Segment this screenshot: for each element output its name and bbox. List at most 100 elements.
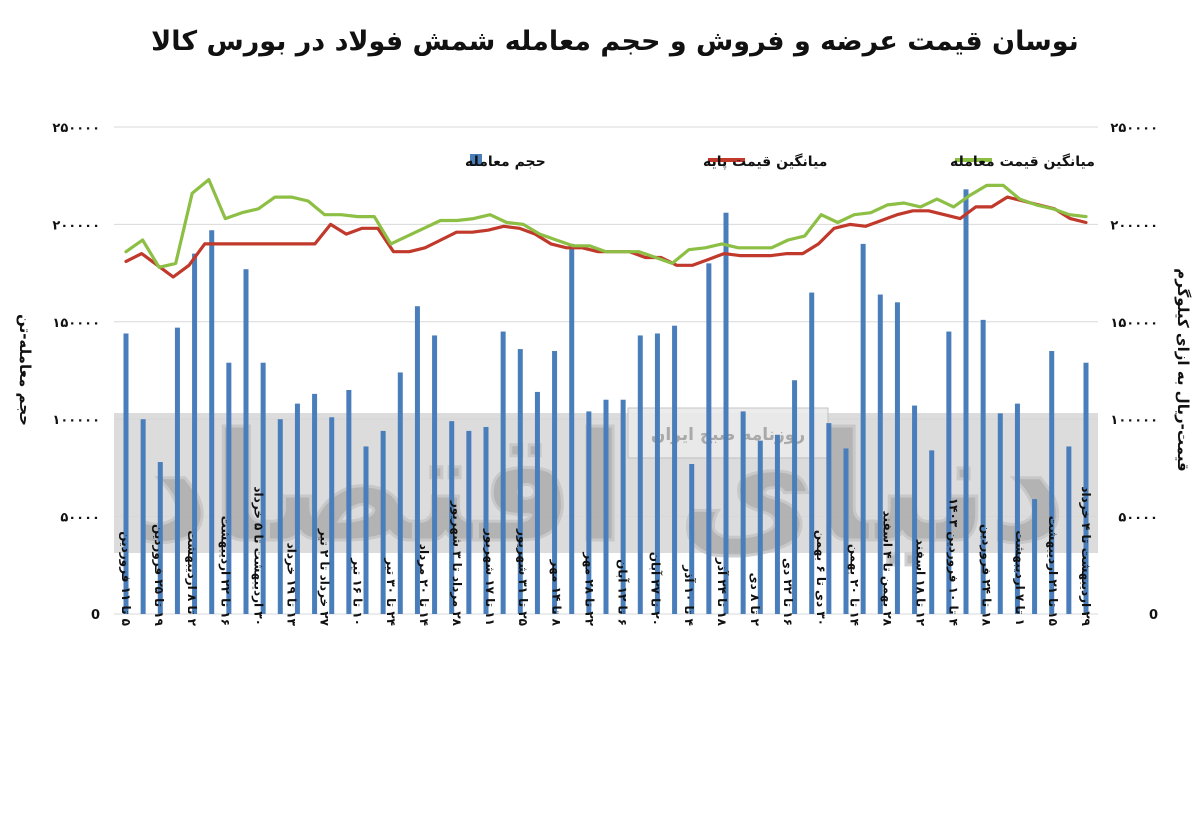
x-tick-label: ۱۶ تا ۲۲ اردیبهشت — [218, 516, 232, 626]
x-tick-label: ۱۸ تا ۲۴ آذر — [715, 557, 730, 627]
legend-swatch-volume — [470, 154, 482, 166]
volume-bar — [192, 253, 198, 614]
x-tick-label: ۲۴ تا ۳۰ تیر — [384, 557, 398, 626]
x-tick-label: ۸ تا ۱۴ مهر — [549, 559, 563, 627]
volume-bar — [569, 243, 575, 614]
volume-bar — [414, 306, 420, 614]
volume-bar — [346, 389, 352, 614]
y-tick-right-label: ۵۰۰۰۰ — [1118, 511, 1158, 526]
volume-bar — [620, 399, 626, 614]
volume-bar — [277, 419, 283, 614]
volume-bar — [654, 333, 660, 614]
y-tick-right-label: ۱۵۰۰۰۰ — [1110, 316, 1158, 331]
x-tick-label: ۶ تا ۱۲ آبان — [616, 559, 631, 626]
x-tick-label: ۲۹ اردیبهشت تا ۴ خرداد — [1079, 486, 1093, 626]
x-tick-label: ۱۹ تا ۲۵ فروردین — [151, 524, 166, 627]
volume-bar — [312, 393, 318, 614]
volume-bar — [363, 446, 369, 614]
y-tick-right-label: ۲۰۰۰۰۰ — [1110, 218, 1158, 233]
base-price-line — [124, 195, 1088, 279]
volume-bar — [843, 448, 849, 614]
chart-title: نوسان قیمت عرضه و فروش و حجم معامله شمش … — [151, 26, 1079, 57]
volume-bar — [123, 333, 129, 614]
x-tick-label: ۲۸ بهمن تا ۴ اسفند — [880, 511, 894, 627]
volume-bar — [500, 331, 506, 614]
volume-bar — [672, 325, 678, 614]
x-tick-label: ۱۱ تا ۱۷ شهریور — [482, 528, 497, 626]
volume-bar — [877, 294, 883, 614]
volume-bar — [774, 434, 780, 614]
volume-bar — [860, 243, 866, 614]
y-tick-right-label: ۱۰۰۰۰۰ — [1110, 413, 1158, 428]
volume-bar — [894, 302, 900, 614]
volume-bar — [980, 319, 986, 614]
x-tick-label: ۱۰ تا ۱۶ تیر — [351, 557, 365, 626]
volume-bar — [912, 405, 918, 614]
watermark-logo: دنیای اقتصاد — [134, 402, 1067, 576]
x-tick-label: ۲۰ تا ۲۷ آبان — [649, 552, 664, 626]
trade-price-line — [124, 178, 1088, 269]
volume-bar — [603, 399, 609, 614]
volume-bar — [1032, 499, 1038, 614]
x-tick-label: ۵ تا ۱۱ فروردین — [118, 531, 133, 626]
x-tick-label: ۱۶ تا ۲۲ دی — [781, 558, 795, 626]
legend-item-trade-price: میانگین قیمت معامله — [950, 153, 1095, 170]
volume-bar — [483, 426, 489, 614]
legend-item-base-price: میانگین قیمت پایه — [703, 153, 827, 170]
x-tick-label: ۱۵ تا ۲۱ اردیبهشت — [1046, 516, 1060, 626]
legend-label-volume: حجم معامله — [465, 154, 546, 170]
y-axis-right: 0 ۵۰۰۰۰ ۱۰۰۰۰۰ ۱۵۰۰۰۰ ۲۰۰۰۰۰ ۲۵۰۰۰۰ — [1110, 121, 1158, 623]
volume-bar — [243, 269, 249, 614]
volume-bar — [946, 331, 952, 614]
volume-bar — [929, 450, 935, 614]
volume-bar — [586, 411, 592, 614]
volume-bar — [809, 292, 815, 614]
volume-bar — [534, 391, 540, 614]
x-axis-labels: ۵ تا ۱۱ فروردین ۱۹ تا ۲۵ فروردین ۲ تا ۸ ار… — [118, 486, 1093, 626]
x-tick-label: ۱ تا ۷ اردیبهشت — [1013, 530, 1027, 626]
volume-bar — [1014, 403, 1020, 614]
y-axis-left: 0 ۵۰۰۰۰ ۱۰۰۰۰۰ ۱۵۰۰۰۰ ۲۰۰۰۰۰ ۲۵۰۰۰۰ — [52, 121, 100, 623]
legend-item-volume: حجم معامله — [465, 154, 546, 170]
volume-bar — [432, 335, 438, 614]
x-tick-label: ۲۷ خرداد تا ۲ تیر — [318, 528, 332, 627]
volume-bar — [380, 430, 386, 614]
x-tick-label: ۲۵ تا ۳۱ شهریور — [515, 528, 530, 626]
volume-bar — [174, 327, 180, 614]
volume-bar — [637, 335, 643, 614]
price-lines — [124, 178, 1088, 279]
y-axis-right-title: قیمت-ریال به ازای کیلوگرم — [1174, 268, 1192, 472]
x-tick-label: ۲ تا ۸ دی — [748, 573, 762, 627]
x-tick-label: ۳۰ دی تا ۶ بهمن — [814, 530, 828, 626]
volume-bar — [723, 212, 729, 614]
y-tick-left-label: ۲۵۰۰۰۰ — [52, 121, 100, 136]
volume-bar — [157, 462, 163, 614]
x-tick-label: ۳۰ اردیبهشت تا ۵ خرداد — [251, 486, 265, 626]
y-axis-left-title: حجم معامله-تن — [16, 314, 34, 426]
volume-bar — [963, 189, 969, 614]
y-tick-right-label: ۲۵۰۰۰۰ — [1110, 121, 1158, 136]
x-tick-label: ۲۲ تا ۲۸ مهر — [582, 551, 596, 626]
volume-bar — [997, 413, 1003, 614]
volume-bar — [397, 372, 403, 614]
x-tick-label: ۲۸ مرداد تا ۳ شهریور — [449, 500, 464, 627]
y-tick-left-label: 0 — [91, 608, 100, 623]
x-tick-label: ۱۴ تا ۲۰ مرداد — [417, 544, 431, 626]
y-tick-left-label: ۱۰۰۰۰۰ — [52, 413, 100, 428]
volume-bar — [757, 440, 763, 614]
volume-bar — [1066, 446, 1072, 614]
volume-bars — [123, 189, 1089, 614]
x-tick-label: ۴ تا ۱۰ آذر — [682, 564, 697, 626]
volume-bar — [792, 380, 798, 614]
volume-bar — [552, 351, 558, 614]
legend-label-trade-price: میانگین قیمت معامله — [950, 153, 1095, 170]
x-tick-label: ۱۲ تا ۱۸ اسفند — [914, 539, 928, 627]
y-tick-left-label: ۱۵۰۰۰۰ — [52, 316, 100, 331]
volume-bar — [1083, 362, 1089, 614]
x-tick-label: ۱۸ تا ۲۴ فروردین — [979, 524, 994, 627]
volume-bar — [209, 230, 215, 614]
volume-bar — [449, 421, 455, 614]
volume-bar — [1049, 351, 1055, 614]
